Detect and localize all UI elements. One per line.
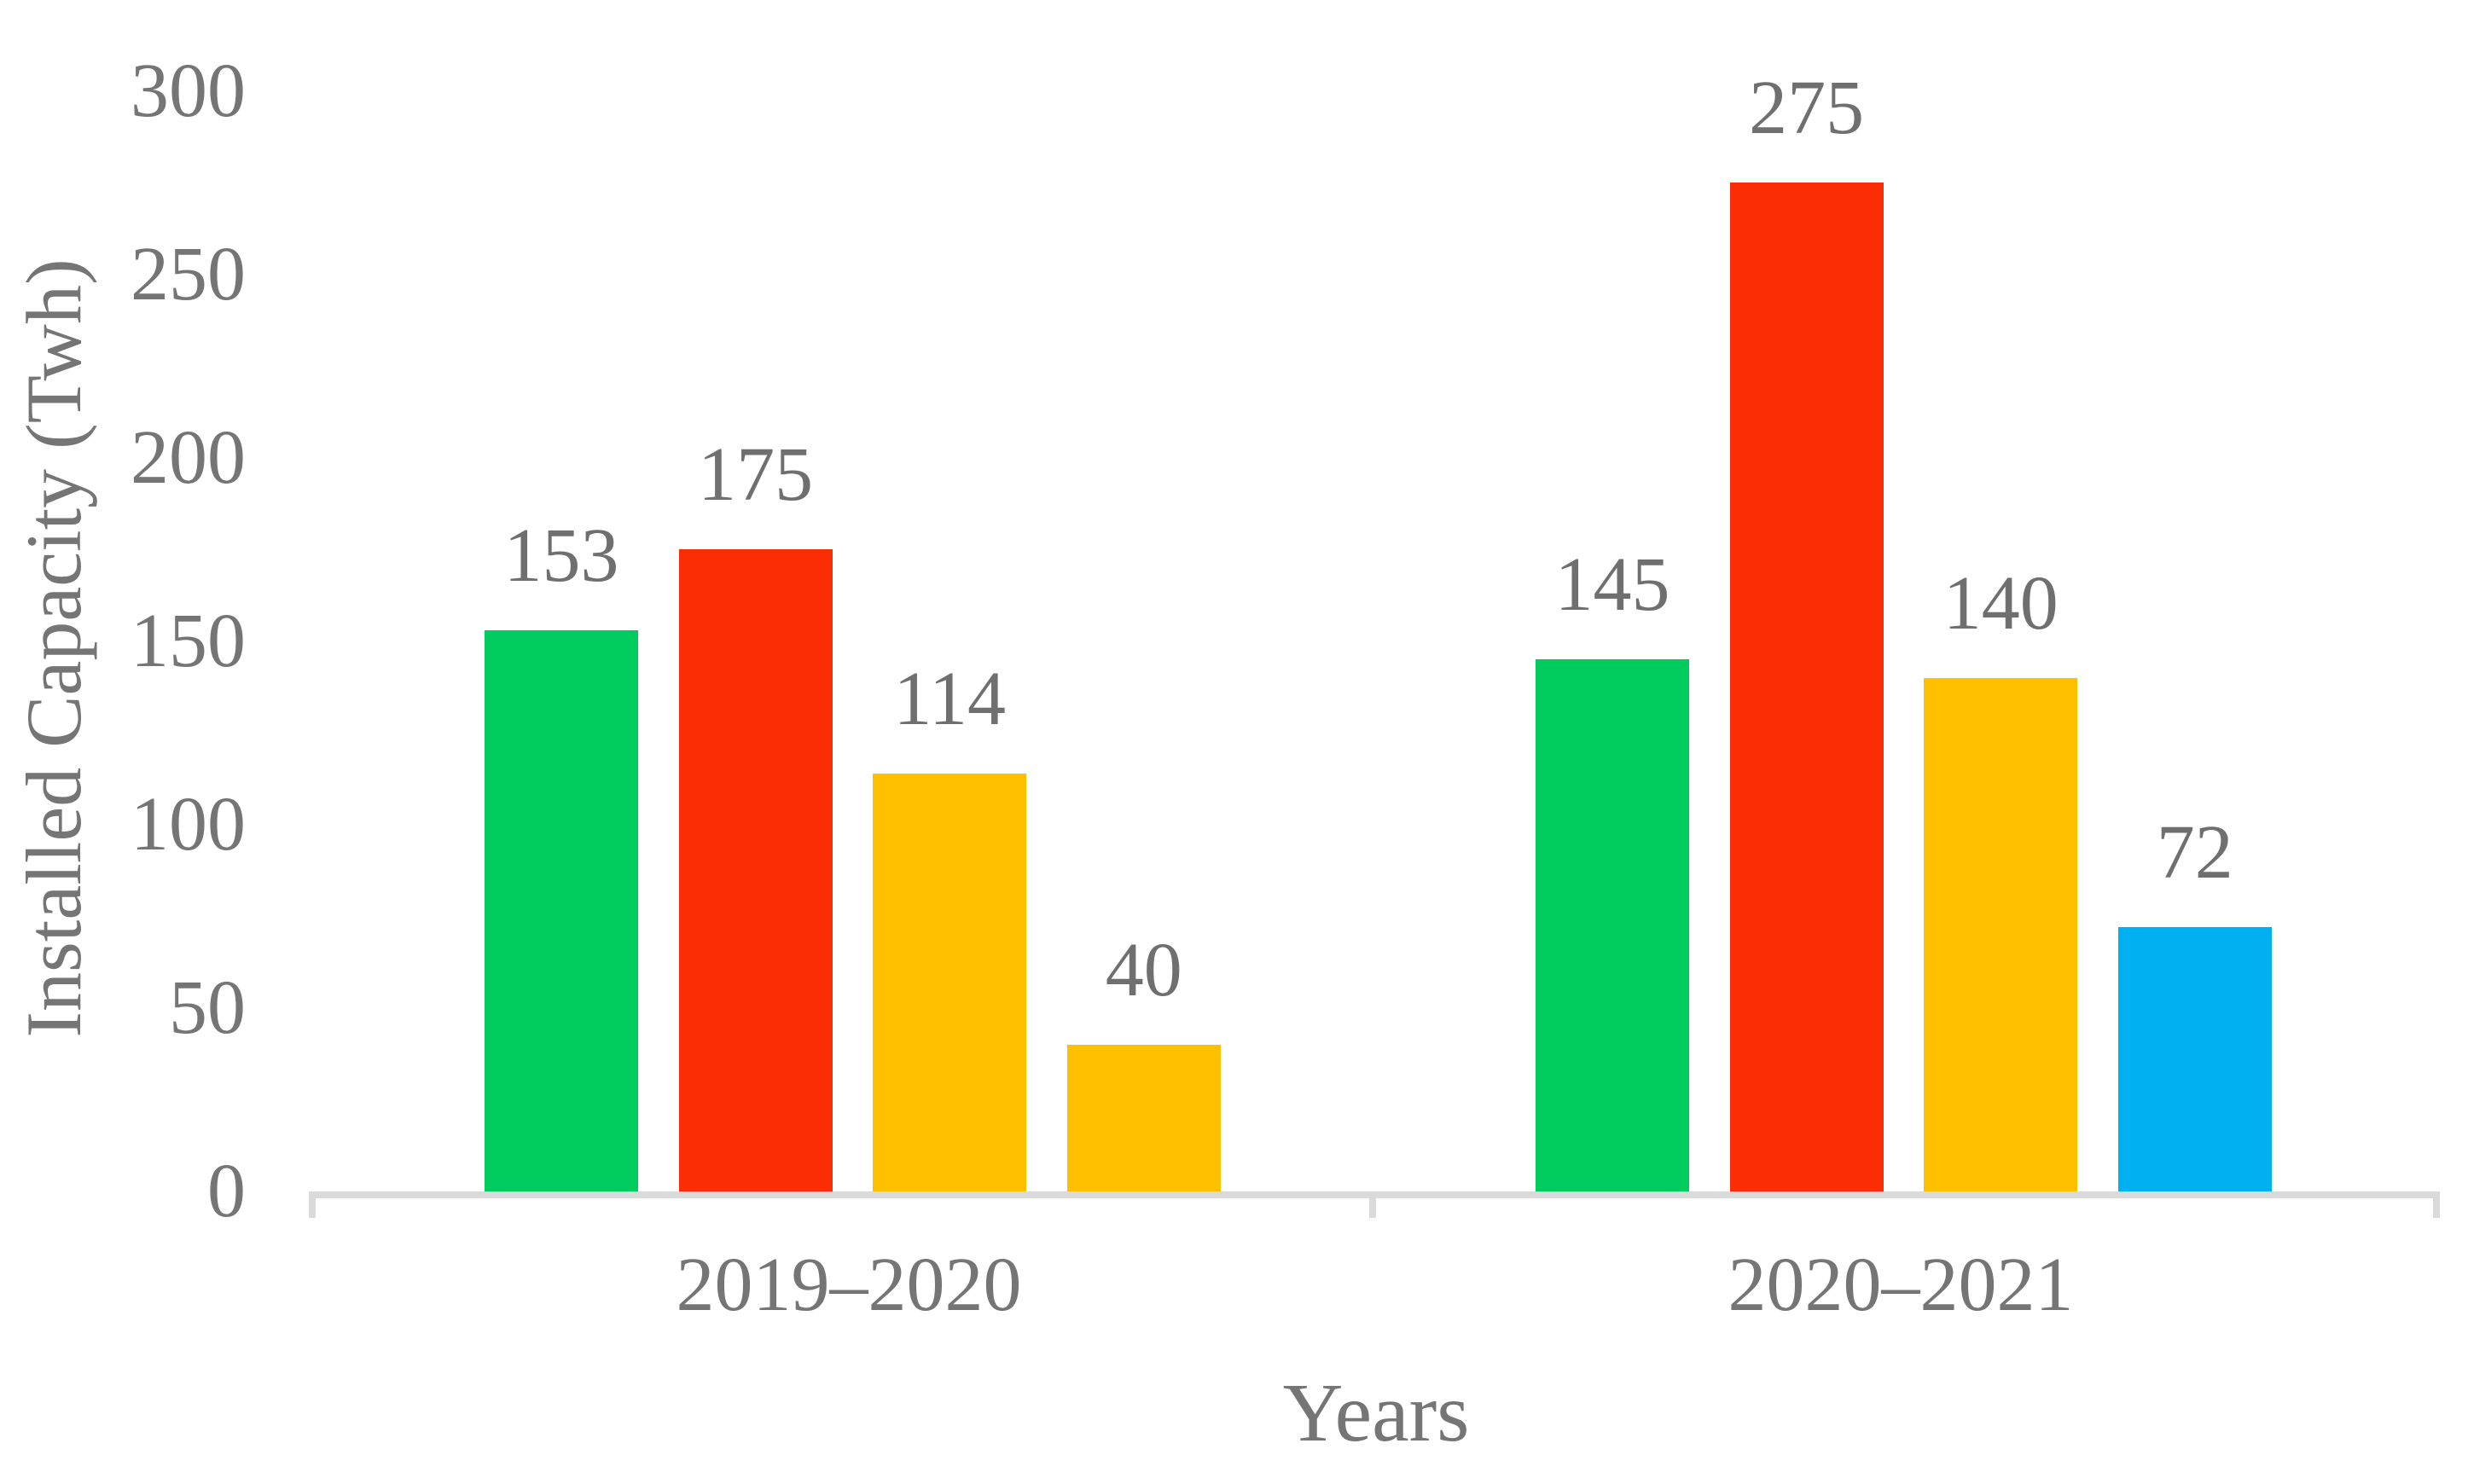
bar-value-label: 140	[1942, 561, 2059, 646]
bar	[873, 774, 1027, 1191]
axis-tick-mark	[2433, 1191, 2440, 1218]
y-tick-label: 100	[131, 782, 246, 867]
bar-value-label: 153	[503, 513, 619, 598]
bar	[1729, 183, 1884, 1191]
y-tick-label: 250	[131, 232, 246, 316]
bar	[1536, 659, 1689, 1191]
bar	[678, 549, 833, 1191]
bar-value-label: 275	[1749, 66, 1865, 150]
bar	[1066, 1045, 1221, 1191]
y-tick-label: 50	[169, 965, 246, 1050]
bar	[1924, 678, 2078, 1191]
x-axis-title: Years	[1282, 1367, 1470, 1459]
axis-tick-mark	[1369, 1191, 1376, 1218]
y-tick-label: 200	[131, 415, 246, 500]
y-tick-label: 300	[131, 49, 246, 133]
axis-tick-mark	[309, 1191, 316, 1218]
bar	[485, 630, 638, 1191]
bar-value-label: 72	[2156, 810, 2233, 895]
y-tick-label: 0	[207, 1149, 246, 1233]
y-tick-label: 150	[131, 599, 246, 683]
bar	[2117, 927, 2272, 1191]
bar-value-label: 175	[698, 432, 814, 517]
category-label: 2020–2021	[1728, 1243, 2074, 1327]
bar-value-label: 40	[1105, 928, 1182, 1012]
bar-value-label: 114	[893, 657, 1007, 741]
bar-value-label: 145	[1554, 542, 1670, 627]
category-label: 2019–2020	[676, 1243, 1022, 1327]
